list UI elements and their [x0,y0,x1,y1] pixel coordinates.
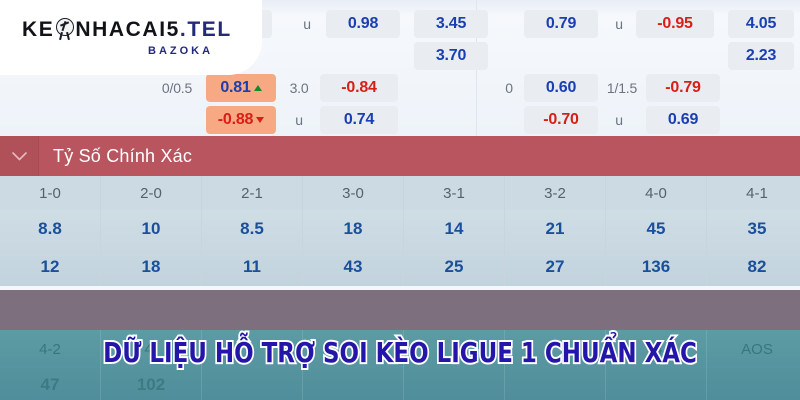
logo-text-before: KE [22,17,55,41]
faded-odd-cell [302,368,404,400]
odds-right-top-ou-value[interactable]: -0.95 [636,10,714,38]
odds-right-top-odds1[interactable]: 4.05 [728,10,794,38]
score-odd-cell[interactable]: 11 [201,248,303,286]
score-col-header: 3-2 [504,176,606,210]
odds-left-top-odds1[interactable]: 3.45 [414,10,488,38]
score-odd-cell[interactable]: 45 [605,210,707,248]
faded-odd-cell [403,368,505,400]
faded-col-header [403,330,505,368]
logo-subtitle: BAZOKA [148,45,214,57]
faded-odd-cell [201,368,303,400]
table-header-row: 1-0 2-0 2-1 3-0 3-1 3-2 4-0 4-1 [0,176,800,210]
table-row: 4-2 4- -4 AOS [0,330,800,368]
site-logo[interactable]: KE NHACAI5 .TEL BAZOKA [0,0,262,75]
faded-col-header [504,330,606,368]
odds-left-under-value[interactable]: 0.74 [320,106,398,134]
faded-col-header: 4- [100,330,202,368]
faded-col-header: 4-2 [0,330,101,368]
odds-right-under-label: u [615,112,623,128]
score-col-header: 3-1 [403,176,505,210]
table-row: 12 18 11 43 25 27 136 82 [0,248,800,286]
odds-right-away-value[interactable]: -0.70 [524,106,598,134]
score-odd-cell[interactable]: 18 [100,248,202,286]
score-odd-cell[interactable]: 25 [403,248,505,286]
odds-right-top-value[interactable]: 0.79 [524,10,598,38]
odds-left-under-label: u [295,112,303,128]
odds-left-over-value[interactable]: -0.84 [320,74,398,102]
score-odd-cell[interactable]: 8.5 [201,210,303,248]
odds-right-goal-line: 1/1.5 [606,80,638,96]
odds-left-top-odds2[interactable]: 3.70 [414,42,488,70]
correct-score-table: 1-0 2-0 2-1 3-0 3-1 3-2 4-0 4-1 8.8 10 8… [0,176,800,286]
score-odd-cell[interactable]: 18 [302,210,404,248]
faded-score-table: 4-2 4- -4 AOS 47 102 [0,330,800,400]
odds-left-goal-line: 3.0 [289,80,309,96]
odds-left-top-ou-label: u [303,16,311,32]
odds-left-home-number: 0.81 [220,79,251,96]
arrow-up-icon [253,85,262,91]
score-col-header: 1-0 [0,176,101,210]
logo-wordmark: KE NHACAI5 .TEL [22,18,262,40]
faded-col-header: -4 [605,330,707,368]
odds-left-top-ou-value[interactable]: 0.98 [326,10,400,38]
logo-text-after: NHACAI5 [75,17,180,41]
odds-left-away-value[interactable]: -0.88 [206,106,276,134]
section-header-correct-score[interactable]: Tỷ Số Chính Xác [0,136,800,176]
odds-left-handicap: 0/0.5 [161,80,193,96]
table-row: 8.8 10 8.5 18 14 21 45 35 [0,210,800,248]
chevron-down-icon[interactable] [0,136,39,176]
score-col-header: 4-1 [706,176,800,210]
faded-odd-cell: 47 [0,368,101,400]
faded-odd-cell [504,368,606,400]
arrow-down-icon [256,117,265,123]
score-odd-cell[interactable]: 35 [706,210,800,248]
faded-odd-cell: 102 [100,368,202,400]
section-title: Tỷ Số Chính Xác [53,145,193,166]
table-row: 47 102 [0,368,800,400]
faded-odd-cell [605,368,707,400]
odds-right-top-odds2[interactable]: 2.23 [728,42,794,70]
score-odd-cell[interactable]: 43 [302,248,404,286]
odds-right-over-value[interactable]: -0.79 [646,74,720,102]
score-odd-cell[interactable]: 10 [100,210,202,248]
odds-right-home-value[interactable]: 0.60 [524,74,598,102]
score-odd-cell[interactable]: 14 [403,210,505,248]
odds-right-handicap: 0 [505,80,513,96]
score-col-header: 4-0 [605,176,707,210]
faded-col-header [201,330,303,368]
score-odd-cell[interactable]: 8.8 [0,210,101,248]
odds-right-under-value[interactable]: 0.69 [646,106,720,134]
score-odd-cell[interactable]: 82 [706,248,800,286]
logo-text-tld: .TEL [179,17,232,41]
faded-col-header [302,330,404,368]
faded-col-header: AOS [706,330,800,368]
score-col-header: 2-1 [201,176,303,210]
score-odd-cell[interactable]: 136 [605,248,707,286]
score-odd-cell[interactable]: 21 [504,210,606,248]
score-col-header: 2-0 [100,176,202,210]
football-mascot-icon [55,18,75,40]
faded-overlay-zone: 4-2 4- -4 AOS 47 102 [0,290,800,400]
score-odd-cell[interactable]: 12 [0,248,101,286]
odds-right-top-ou-label: u [615,16,623,32]
faded-odd-cell [706,368,800,400]
odds-left-away-number: -0.88 [217,111,254,128]
score-odd-cell[interactable]: 27 [504,248,606,286]
odds-panel: 2 u 0.98 3.45 3.70 0/0.5 0.81 3.0 -0.84 … [0,0,800,136]
score-col-header: 3-0 [302,176,404,210]
odds-left-home-value[interactable]: 0.81 [206,74,276,102]
mauve-band [0,290,800,330]
